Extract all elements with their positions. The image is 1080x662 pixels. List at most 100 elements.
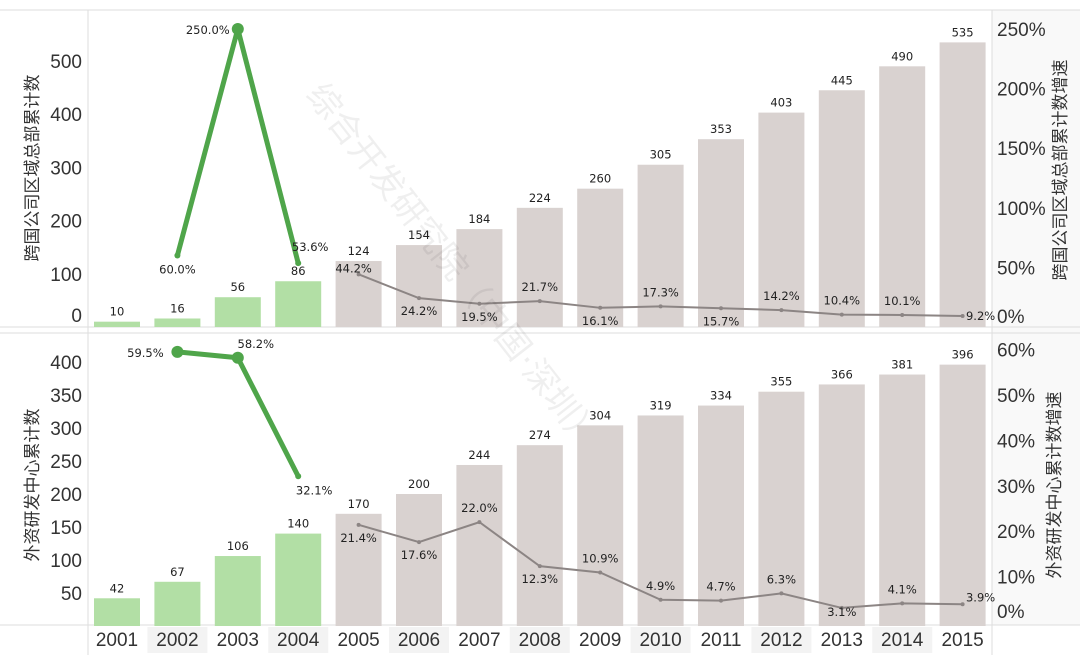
y-tick-label: 300 — [50, 158, 82, 179]
y-tick-label: 250 — [50, 452, 82, 473]
right-axis-bg — [992, 10, 1080, 625]
x-tick-label: 2014 — [881, 630, 924, 651]
bar-value-label: 224 — [529, 191, 551, 205]
growth-label: 17.3% — [642, 285, 679, 299]
growth-label: 10.9% — [582, 552, 619, 566]
growth-point — [356, 272, 361, 277]
bar — [214, 556, 261, 626]
growth-label: 24.2% — [401, 304, 438, 318]
growth-label: 10.4% — [824, 294, 861, 308]
y-tick-label: 150 — [50, 518, 82, 539]
bar — [818, 90, 865, 327]
bar — [335, 261, 382, 327]
growth-label: 21.4% — [340, 531, 377, 545]
y-tick-label: 50 — [61, 584, 82, 605]
year-band — [872, 627, 933, 653]
y2-tick-label: 250% — [997, 20, 1046, 41]
bar-value-label: 200 — [408, 477, 430, 491]
bar-value-label: 184 — [468, 212, 490, 226]
bar-value-label: 305 — [650, 148, 672, 162]
growth-point — [900, 601, 905, 606]
bar — [637, 164, 684, 327]
growth-point — [960, 314, 965, 319]
bar — [516, 445, 563, 626]
x-tick-label: 2015 — [941, 630, 983, 651]
growth-label: 4.7% — [706, 580, 735, 594]
y2-tick-label: 30% — [997, 477, 1035, 498]
y2-tick-label: 60% — [997, 341, 1035, 362]
y-tick-label: 350 — [50, 386, 82, 407]
growth-label: 58.2% — [238, 337, 275, 351]
y-tick-label: 400 — [50, 105, 82, 126]
y2-tick-label: 100% — [997, 199, 1046, 220]
bar — [214, 297, 261, 327]
bar-value-label: 42 — [110, 581, 125, 595]
bar — [637, 415, 684, 626]
growth-point — [477, 520, 482, 525]
growth-label: 4.9% — [646, 579, 675, 593]
bar — [456, 229, 503, 327]
bar-value-label: 170 — [348, 497, 370, 511]
y2-tick-label: 40% — [997, 431, 1035, 452]
bar — [939, 364, 986, 626]
bar-value-label: 16 — [170, 301, 185, 315]
top-right-axis-title: 跨国公司区域总部累计数增速 — [1051, 60, 1071, 281]
bar — [577, 188, 624, 327]
growth-line-highlight — [174, 26, 301, 264]
bar-value-label: 56 — [230, 280, 245, 294]
growth-point — [171, 345, 184, 358]
year-band — [389, 627, 449, 653]
bar-value-label: 274 — [529, 428, 551, 442]
bar — [275, 533, 322, 626]
x-tick-label: 2002 — [156, 630, 198, 651]
bar — [758, 391, 805, 626]
growth-label: 3.9% — [966, 590, 995, 604]
bar — [516, 207, 563, 327]
growth-point — [174, 252, 181, 259]
growth-point — [477, 301, 482, 306]
growth-point — [295, 473, 302, 480]
growth-label: 14.2% — [763, 289, 800, 303]
growth-label: 4.1% — [888, 582, 917, 596]
year-band — [147, 627, 208, 653]
y-tick-label: 300 — [50, 419, 82, 440]
bar — [456, 464, 503, 626]
bar — [154, 581, 201, 626]
growth-label: 10.1% — [884, 294, 921, 308]
growth-label: 19.5% — [461, 310, 498, 324]
y2-tick-label: 20% — [997, 522, 1035, 543]
growth-point — [658, 597, 663, 602]
bar — [577, 425, 624, 626]
y2-tick-label: 10% — [997, 568, 1035, 589]
x-tick-label: 2010 — [639, 630, 681, 651]
bar-value-label: 319 — [650, 398, 672, 412]
growth-label: 3.1% — [827, 605, 856, 619]
bar — [94, 321, 140, 327]
y-tick-label: 200 — [50, 485, 82, 506]
growth-point — [719, 306, 723, 311]
year-band — [630, 627, 691, 653]
y2-tick-label: 0% — [997, 307, 1025, 328]
y-tick-label: 100 — [50, 551, 82, 572]
growth-point — [960, 602, 965, 607]
growth-point — [231, 23, 244, 35]
bar-value-label: 140 — [287, 517, 309, 531]
y-tick-label: 0 — [71, 306, 82, 327]
growth-point — [658, 304, 663, 309]
growth-label: 21.7% — [522, 280, 559, 294]
y2-tick-label: 50% — [997, 386, 1035, 407]
growth-point — [839, 312, 844, 317]
growth-label: 59.5% — [127, 346, 164, 360]
bar-value-label: 334 — [710, 389, 732, 403]
year-band — [509, 627, 570, 653]
bottom-left-axis-title: 外资研发中心累计数 — [23, 409, 43, 562]
growth-label: 15.7% — [703, 314, 740, 328]
bar-value-label: 154 — [408, 228, 430, 242]
bar-value-label: 366 — [831, 367, 853, 381]
bar-value-label: 106 — [227, 539, 249, 553]
growth-point — [839, 605, 844, 610]
x-tick-label: 2012 — [760, 630, 802, 651]
growth-point — [719, 598, 723, 603]
growth-label: 22.0% — [461, 501, 498, 515]
